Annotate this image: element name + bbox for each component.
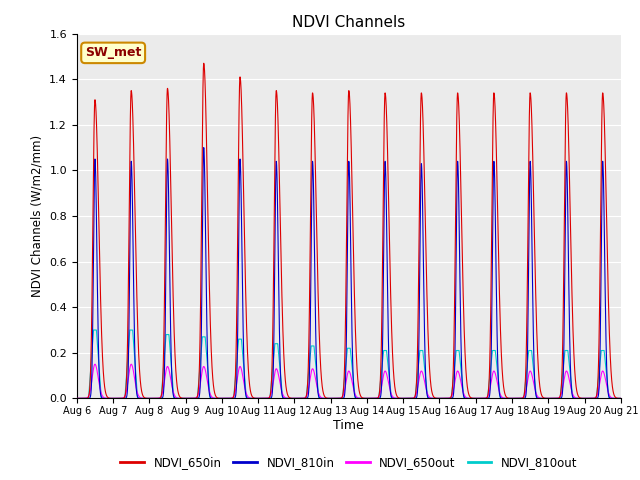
Line: NDVI_650out: NDVI_650out [77, 364, 621, 398]
Line: NDVI_810in: NDVI_810in [77, 148, 621, 398]
Title: NDVI Channels: NDVI Channels [292, 15, 405, 30]
NDVI_650in [276, 229, 284, 235]
NDVI_650in [615, 396, 623, 401]
Text: SW_met: SW_met [85, 47, 141, 60]
X-axis label: Time: Time [333, 419, 364, 432]
NDVI_810out [501, 396, 509, 401]
NDVI_810in [200, 145, 207, 151]
NDVI_810in [184, 396, 191, 401]
NDVI_810in [276, 371, 284, 376]
NDVI_650out [73, 396, 81, 401]
NDVI_650out [91, 361, 99, 367]
NDVI_650out [276, 383, 284, 388]
Line: NDVI_810out: NDVI_810out [77, 330, 621, 398]
NDVI_810in [189, 396, 197, 401]
NDVI_810in [424, 395, 431, 400]
NDVI_810in [73, 396, 81, 401]
NDVI_650out [617, 396, 625, 401]
NDVI_650in [73, 396, 81, 401]
NDVI_650in [617, 396, 625, 401]
Y-axis label: NDVI Channels (W/m2/mm): NDVI Channels (W/m2/mm) [31, 135, 44, 297]
NDVI_810out [617, 396, 625, 401]
NDVI_650in [424, 324, 431, 330]
NDVI_650out [189, 396, 197, 401]
NDVI_650in [184, 396, 191, 401]
NDVI_650out [184, 396, 191, 401]
NDVI_650out [501, 396, 509, 401]
NDVI_810out [184, 396, 191, 401]
Line: NDVI_650in: NDVI_650in [77, 63, 621, 398]
NDVI_810in [615, 396, 623, 401]
NDVI_650out [615, 396, 623, 401]
NDVI_650in [189, 396, 197, 401]
NDVI_810out [189, 396, 197, 401]
NDVI_650out [424, 392, 431, 397]
NDVI_810out [73, 396, 81, 401]
NDVI_650in [200, 60, 207, 66]
NDVI_810out [276, 372, 284, 378]
NDVI_810in [501, 396, 509, 401]
NDVI_650in [501, 392, 509, 397]
NDVI_810out [424, 396, 431, 401]
NDVI_810out [90, 327, 97, 333]
NDVI_810out [615, 396, 623, 401]
Legend: NDVI_650in, NDVI_810in, NDVI_650out, NDVI_810out: NDVI_650in, NDVI_810in, NDVI_650out, NDV… [116, 452, 582, 474]
NDVI_810in [617, 396, 625, 401]
